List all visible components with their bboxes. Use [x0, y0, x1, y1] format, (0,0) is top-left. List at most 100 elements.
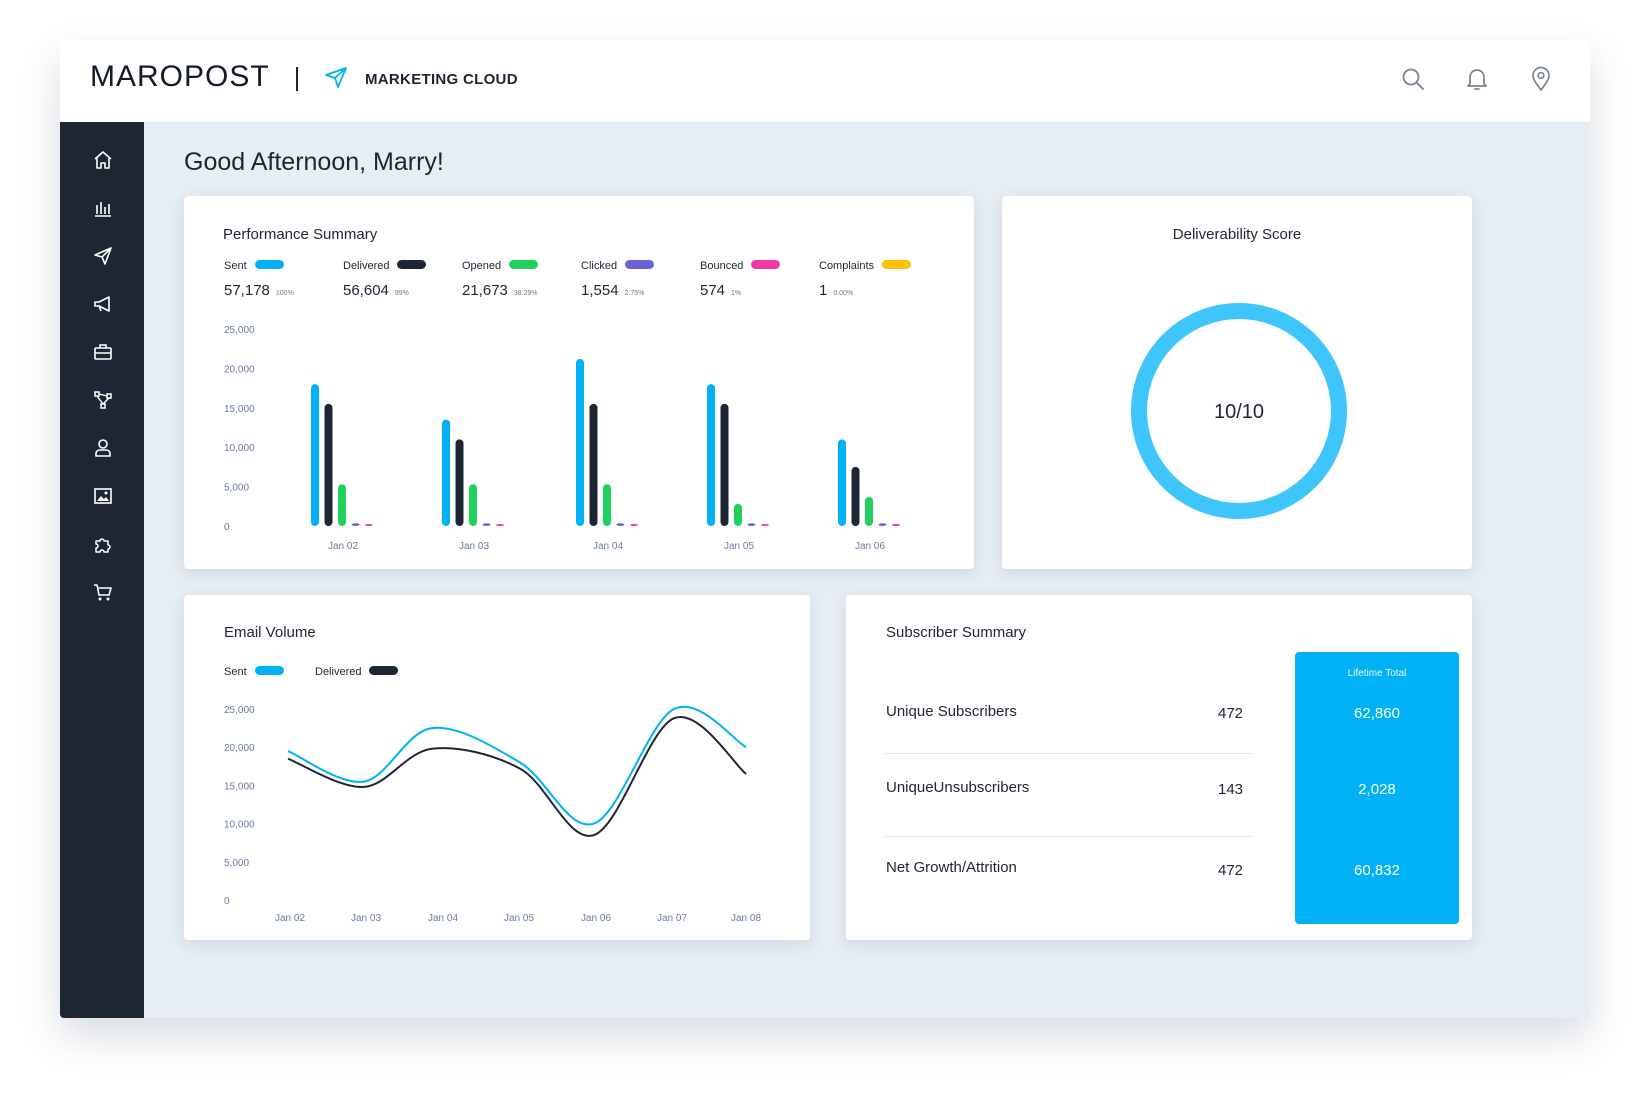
bar-chart-icon[interactable]	[88, 193, 118, 223]
cart-icon[interactable]	[88, 577, 118, 607]
performance-summary-card: Performance Summary Sent 57,178 100% Delive…	[184, 196, 974, 569]
performance-bar-chart: 25,000 20,000 15,000 10,000 5,000 0 Jan 02 Jan …	[224, 325, 900, 552]
bar-sent-jan-02[interactable]	[311, 384, 319, 526]
y-tick-label: 5,000	[224, 483, 249, 494]
unique-subscribers-value: 472	[1218, 705, 1244, 722]
x-tick-label: Jan 06	[581, 913, 611, 924]
bar-sent-jan-05[interactable]	[707, 384, 715, 526]
x-tick-label: Jan 02	[275, 913, 305, 924]
net-growth-value: 472	[1218, 862, 1244, 879]
bar-opened-jan-05[interactable]	[734, 503, 742, 526]
stat-bounced: 574 1%	[700, 282, 741, 300]
bar-opened-jan-03[interactable]	[469, 484, 477, 526]
workflow-icon[interactable]	[88, 385, 118, 415]
x-tick-label: Jan 05	[724, 541, 754, 552]
email-volume-card: Email Volume Sent Delivered 25,000 20,000 1…	[184, 595, 810, 940]
paper-plane-icon[interactable]	[88, 241, 118, 271]
bar-sent-jan-06[interactable]	[838, 439, 846, 526]
legend-label: Sent	[224, 260, 247, 272]
bar-clicked-jan-03[interactable]	[482, 523, 491, 526]
stat-complaints: 1 0.00%	[819, 282, 853, 300]
bar-bounced-jan-03[interactable]	[496, 524, 504, 526]
deliverability-donut: 10/10	[1131, 303, 1347, 519]
stat-value: 57,178	[224, 282, 270, 299]
bar-sent-jan-03[interactable]	[442, 419, 450, 526]
bar-bounced-jan-04[interactable]	[630, 524, 638, 526]
legend-label: Clicked	[581, 260, 618, 272]
top-bar: MAROPOST MARKETING CLOUD	[60, 40, 1590, 123]
legend-swatch	[625, 260, 655, 270]
line-delivered[interactable]	[287, 715, 747, 837]
maropost-logo[interactable]: MAROPOST	[90, 60, 270, 93]
location-pin-icon[interactable]	[1528, 64, 1554, 94]
legend-label: Delivered	[315, 666, 362, 678]
bar-clicked-jan-06[interactable]	[878, 523, 887, 526]
lifetime-subscribers-value: 62,860	[1354, 705, 1400, 722]
bar-clicked-jan-05[interactable]	[747, 523, 756, 526]
deliverability-title: Deliverability Score	[1172, 226, 1302, 243]
email-volume-line-chart: 25,000 20,000 15,000 10,000 5,000 0 Jan 02 Jan …	[224, 705, 761, 924]
bar-delivered-jan-04[interactable]	[589, 403, 598, 526]
bar-sent-jan-04[interactable]	[576, 358, 584, 526]
legend-opened: Opened	[462, 256, 539, 274]
image-icon[interactable]	[88, 481, 118, 511]
lifetime-total-title: Lifetime Total	[1347, 668, 1407, 679]
legend-swatch	[509, 260, 539, 270]
bar-opened-jan-06[interactable]	[865, 496, 873, 526]
puzzle-icon[interactable]	[88, 529, 118, 559]
legend-bounced: Bounced	[700, 256, 781, 274]
deliverability-score: 10/10	[1214, 401, 1264, 423]
bar-delivered-jan-02[interactable]	[324, 403, 333, 526]
legend-label: Opened	[462, 260, 502, 272]
legend-clicked: Clicked	[581, 256, 655, 274]
home-icon[interactable]	[88, 145, 118, 175]
bar-clicked-jan-02[interactable]	[351, 523, 360, 526]
stat-opened: 21,673 38.29%	[462, 282, 538, 300]
bar-delivered-jan-05[interactable]	[720, 403, 729, 526]
megaphone-icon[interactable]	[88, 289, 118, 319]
logo-divider	[296, 67, 298, 91]
x-tick-label: Jan 03	[351, 913, 381, 924]
bar-opened-jan-04[interactable]	[603, 484, 611, 526]
stat-value: 574	[700, 282, 726, 299]
search-icon[interactable]	[1400, 64, 1426, 94]
y-tick-label: 25,000	[224, 325, 255, 336]
bar-bounced-jan-06[interactable]	[892, 524, 900, 526]
bar-opened-jan-02[interactable]	[338, 484, 346, 526]
bar-delivered-jan-03[interactable]	[455, 439, 464, 526]
y-tick-label: 20,000	[224, 743, 255, 754]
y-tick-label: 0	[224, 522, 230, 533]
performance-title: Performance Summary	[223, 226, 378, 243]
x-tick-label: Jan 04	[428, 913, 458, 924]
stat-value: 1	[819, 282, 828, 299]
y-tick-label: 25,000	[224, 705, 255, 716]
bar-bounced-jan-05[interactable]	[761, 524, 769, 526]
x-tick-label: Jan 05	[504, 913, 534, 924]
briefcase-icon[interactable]	[88, 337, 118, 367]
paper-plane-icon	[324, 66, 348, 93]
legend-swatch	[397, 260, 427, 270]
subscriber-title: Subscriber Summary	[886, 624, 1027, 641]
y-tick-label: 15,000	[224, 404, 255, 415]
unique-unsubscribers-label: UniqueUnsubscribers	[886, 779, 1030, 796]
y-tick-label: 10,000	[224, 820, 255, 831]
bar-delivered-jan-06[interactable]	[851, 466, 860, 526]
line-sent[interactable]	[287, 705, 747, 826]
stat-sent: 57,178 100%	[224, 282, 294, 300]
bar-clicked-jan-04[interactable]	[616, 523, 625, 526]
stat-percent: 1%	[731, 290, 742, 297]
app-window: MAROPOST MARKETING CLOUD	[60, 40, 1590, 1018]
email-volume-title: Email Volume	[224, 624, 316, 641]
net-growth-label: Net Growth/Attrition	[886, 859, 1017, 876]
lifetime-net-growth-value: 60,832	[1354, 862, 1400, 879]
user-icon[interactable]	[88, 433, 118, 463]
unique-unsubscribers-value: 143	[1218, 781, 1244, 798]
legend-complaints: Complaints	[819, 256, 912, 274]
lifetime-total-panel: Lifetime Total 62,860 2,028 60,832	[1295, 652, 1459, 924]
sidebar	[60, 122, 144, 1018]
legend-swatch	[882, 260, 912, 270]
stat-value: 56,604	[343, 282, 389, 299]
bar-bounced-jan-02[interactable]	[365, 524, 373, 526]
stat-percent: 0.00%	[833, 290, 854, 297]
bell-icon[interactable]	[1464, 64, 1490, 94]
